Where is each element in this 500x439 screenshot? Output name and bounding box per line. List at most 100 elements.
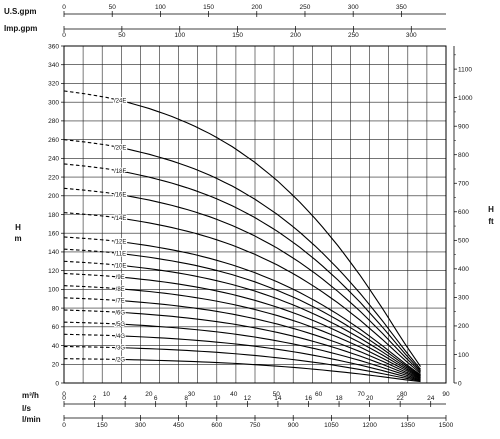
curve-label-12e: /12E (114, 240, 126, 246)
right-axis-label-h: H (488, 205, 494, 214)
impgpm-axis-tick-label: 50 (118, 32, 126, 39)
curve-5g-solid (119, 323, 421, 381)
curve-label-3g: /3G (115, 346, 125, 352)
usgpm-axis-tick-label: 300 (348, 4, 359, 11)
lmin-axis-tick-label: 150 (97, 422, 108, 429)
curve-8e-dashed (63, 285, 120, 290)
left-axis-tick-label: 60 (52, 324, 60, 331)
usgpm-axis-tick-label: 250 (300, 4, 311, 11)
impgpm-axis-tick-label: 0 (62, 32, 66, 39)
lmin-axis-tick-label: 1500 (439, 422, 454, 429)
left-axis-tick-label: 320 (48, 81, 59, 88)
curve-11e-solid (119, 252, 421, 376)
ls-axis-tick-label: 16 (305, 395, 313, 402)
curve-label-6g: /6G (115, 310, 125, 316)
right-axis-tick-label: 600 (458, 209, 469, 216)
ls-axis-tick-label: 2 (93, 395, 97, 402)
left-axis-tick-label: 340 (48, 62, 59, 69)
curve-3g-dashed (63, 345, 120, 349)
left-axis-tick-label: 280 (48, 118, 59, 125)
left-axis-tick-label: 140 (48, 249, 59, 256)
m3h-axis-label: m³/h (22, 391, 39, 400)
left-axis-label-unit: m (14, 234, 21, 243)
curve-10e-dashed (63, 260, 120, 266)
left-axis-tick-label: 300 (48, 99, 59, 106)
curve-label-8e: /8E (116, 287, 125, 293)
m3h-axis-tick-label: 60 (315, 391, 323, 398)
curve-4g-solid (119, 335, 421, 381)
lmin-axis-tick-label: 300 (135, 422, 146, 429)
impgpm-axis-tick-label: 200 (290, 32, 301, 39)
curve-9e-dashed (63, 272, 120, 278)
ls-axis-tick-label: 0 (62, 395, 66, 402)
curve-label-5g: /5G (115, 322, 125, 328)
left-axis-tick-label: 40 (52, 343, 60, 350)
left-axis-label-h: H (15, 223, 21, 232)
left-axis-tick-label: 180 (48, 212, 59, 219)
m3h-axis-tick-label: 30 (188, 391, 196, 398)
curve-8e-solid (119, 288, 421, 379)
m3h-axis-tick-label: 50 (273, 391, 281, 398)
curve-label-24e: /24E (114, 98, 126, 104)
curve-12e-dashed (63, 236, 120, 243)
usgpm-axis-tick-label: 50 (109, 4, 117, 11)
curve-24e-dashed (63, 90, 120, 101)
curve-labels: /2G/3G/4G/5G/6G/7E/8E/9E/10E/11E/12E/14E… (113, 97, 128, 364)
left-axis-tick-label: 100 (48, 287, 59, 294)
curve-label-10e: /10E (114, 263, 126, 269)
curve-label-20e: /20E (114, 145, 126, 151)
curve-5g-dashed (63, 321, 120, 325)
curve-6g-solid (119, 311, 421, 380)
curve-12e-solid (119, 241, 421, 376)
grid (63, 45, 447, 384)
ls-axis-tick-label: 6 (154, 395, 158, 402)
usgpm-axis-tick-label: 0 (62, 4, 66, 11)
curve-20e-dashed (63, 139, 120, 148)
lmin-axis-tick-label: 750 (250, 422, 261, 429)
m3h-axis-tick-label: 80 (400, 391, 408, 398)
curve-6g-dashed (63, 309, 120, 313)
curve-7e-dashed (63, 297, 120, 302)
curve-14e-solid (119, 217, 421, 374)
curve-label-11e: /11E (114, 251, 126, 257)
left-axis-tick-label: 20 (52, 362, 60, 369)
impgpm-axis-tick-label: 100 (174, 32, 185, 39)
m3h-axis-tick-label: 20 (145, 391, 153, 398)
right-axis-tick-label: 900 (458, 123, 469, 130)
curve-label-14e: /14E (114, 216, 126, 222)
ls-axis-tick-label: 18 (335, 395, 343, 402)
right-axis-tick-label: 100 (458, 352, 469, 359)
ls-axis-tick-label: 10 (213, 395, 221, 402)
left-axis-tick-label: 260 (48, 137, 59, 144)
lmin-axis-tick-label: 1350 (401, 422, 416, 429)
left-axis-tick-label: 200 (48, 193, 59, 200)
curve-label-7e: /7E (116, 299, 125, 305)
lmin-axis-tick-label: 450 (173, 422, 184, 429)
curve-11e-dashed (63, 248, 120, 254)
curve-16e-solid (119, 194, 421, 373)
ls-axis-tick-label: 20 (366, 395, 374, 402)
lmin-axis-tick-label: 600 (211, 422, 222, 429)
lmin-axis-label: l/min (22, 415, 41, 424)
lmin-axis-tick-label: 1200 (362, 422, 377, 429)
left-axis-tick-label: 120 (48, 268, 59, 275)
right-axis-tick-label: 500 (458, 238, 469, 245)
axes: 0204060801001201401601802002202402602803… (4, 4, 494, 429)
curve-label-16e: /16E (114, 193, 126, 199)
right-axis-tick-label: 200 (458, 323, 469, 330)
m3h-axis-tick-label: 0 (62, 391, 66, 398)
curve-label-9e: /9E (116, 275, 125, 281)
curve-2g-solid (119, 358, 421, 383)
ls-axis-tick-label: 4 (123, 395, 127, 402)
curve-24e-solid (119, 99, 421, 367)
curve-7e-solid (119, 299, 421, 379)
right-axis-tick-label: 1000 (458, 95, 473, 102)
ls-axis-label: l/s (22, 404, 31, 413)
curve-label-18f: /18F (114, 169, 126, 175)
curve-2g-dashed (63, 358, 120, 360)
curve-label-2g: /2G (115, 357, 125, 363)
ls-axis-tick-label: 8 (184, 395, 188, 402)
right-axis-tick-label: 1100 (458, 66, 472, 73)
usgpm-axis-label: U.S.gpm (4, 7, 36, 16)
impgpm-axis-tick-label: 150 (232, 32, 243, 39)
